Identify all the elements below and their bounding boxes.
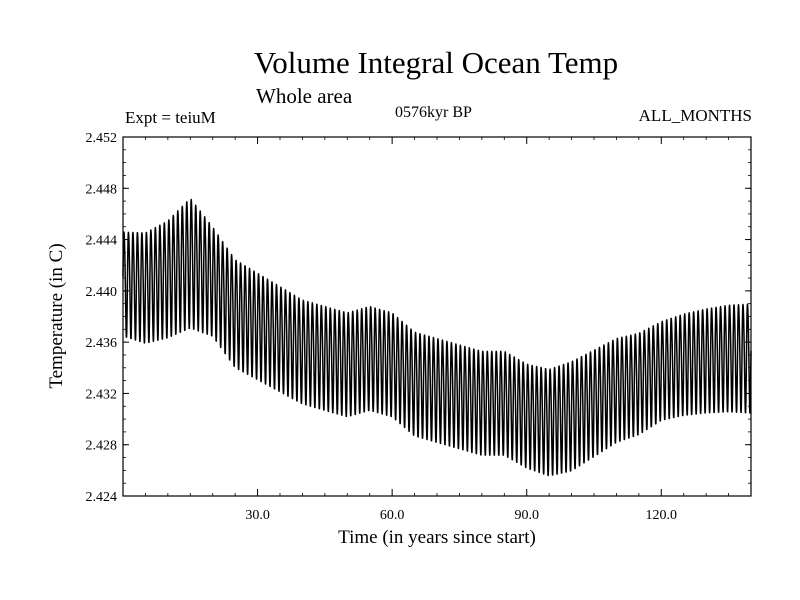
y-tick-label: 2.432 xyxy=(86,387,118,402)
period-label: 0576kyr BP xyxy=(395,104,472,121)
x-tick-label: 30.0 xyxy=(245,508,270,523)
x-axis-ticks: 30.0 60.0 90.0 120.0 xyxy=(145,137,729,523)
chart-subtitle: Whole area xyxy=(256,84,353,108)
temperature-series-line xyxy=(122,198,752,477)
y-tick-label: 2.448 xyxy=(86,182,118,197)
series-layer xyxy=(122,198,752,477)
y-axis-ticks: 2.424 2.428 2.432 2.436 2.440 2.444 2.448 2.452 xyxy=(86,131,751,505)
y-axis-label: Temperature (in C) xyxy=(46,243,67,388)
y-tick-label: 2.444 xyxy=(86,234,118,249)
experiment-label: Expt = teiuM xyxy=(125,108,216,127)
y-tick-label: 2.436 xyxy=(86,336,118,351)
y-tick-label: 2.440 xyxy=(86,285,118,300)
x-tick-label: 90.0 xyxy=(514,508,539,523)
x-tick-label: 60.0 xyxy=(380,508,405,523)
y-tick-label: 2.452 xyxy=(86,131,118,146)
y-tick-label: 2.428 xyxy=(86,439,118,454)
y-tick-label: 2.424 xyxy=(86,490,118,505)
x-axis-label: Time (in years since start) xyxy=(338,527,536,548)
months-label: ALL_MONTHS xyxy=(638,106,752,125)
x-tick-label: 120.0 xyxy=(646,508,678,523)
chart-title: Volume Integral Ocean Temp xyxy=(253,45,619,80)
